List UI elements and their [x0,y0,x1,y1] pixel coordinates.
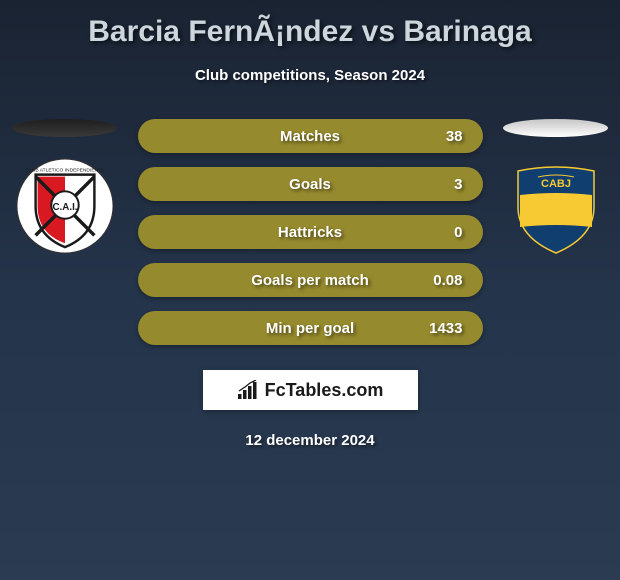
stat-row: Goals 3 [138,167,483,201]
brand-text: FcTables.com [265,380,384,401]
team-left: C.A.I. CLUB ATLETICO INDEPENDIENTE [10,119,120,255]
stat-label: Goals [289,176,331,193]
stat-label: Hattricks [278,224,342,241]
stat-label: Min per goal [266,320,354,337]
brand-box[interactable]: FcTables.com [203,370,418,410]
stat-value: 3 [454,176,462,193]
stat-value: 38 [446,128,463,145]
svg-text:CABJ: CABJ [541,178,571,190]
stat-label: Matches [280,128,340,145]
boca-logo-icon: CABJ [506,157,606,257]
stat-label: Goals per match [251,272,369,289]
stat-value: 0.08 [433,272,462,289]
content-row: C.A.I. CLUB ATLETICO INDEPENDIENTE Match… [0,119,620,345]
svg-text:C.A.I.: C.A.I. [52,202,77,213]
chart-icon [237,380,261,400]
team-right: CABJ [501,119,611,257]
independiente-logo-icon: C.A.I. CLUB ATLETICO INDEPENDIENTE [16,157,114,255]
stat-value: 1433 [429,320,462,337]
stats-list: Matches 38 Goals 3 Hattricks 0 Goals per… [138,119,483,345]
svg-text:CLUB ATLETICO INDEPENDIENTE: CLUB ATLETICO INDEPENDIENTE [25,168,104,174]
stat-value: 0 [454,224,462,241]
stat-row: Hattricks 0 [138,215,483,249]
stat-row: Goals per match 0.08 [138,263,483,297]
footer: FcTables.com 12 december 2024 [0,370,620,449]
date-text: 12 december 2024 [245,432,374,449]
shadow-right [503,119,608,137]
stat-row: Matches 38 [138,119,483,153]
shadow-left [12,119,117,137]
page-title: Barcia FernÃ¡ndez vs Barinaga [0,15,620,49]
page-container: Barcia FernÃ¡ndez vs Barinaga Club compe… [0,0,620,459]
stat-row: Min per goal 1433 [138,311,483,345]
subtitle: Club competitions, Season 2024 [0,67,620,84]
